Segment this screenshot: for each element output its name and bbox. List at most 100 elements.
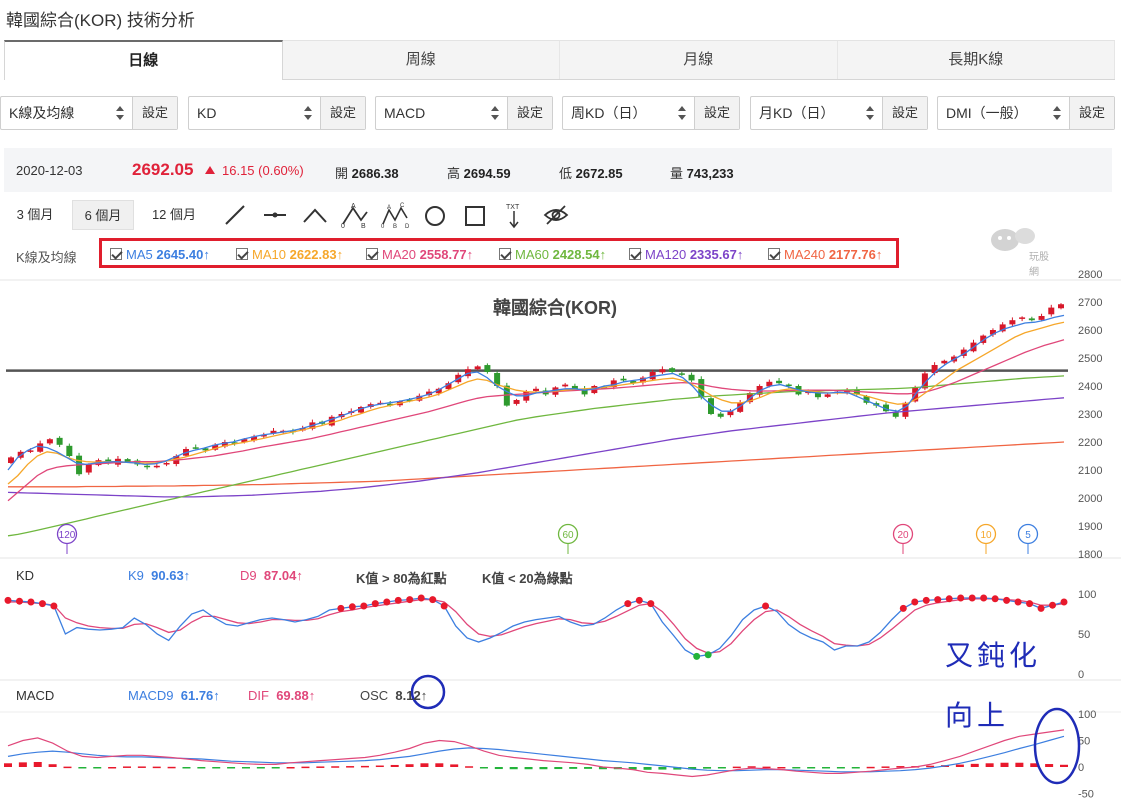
ma-marker-label: 5 <box>1025 530 1031 541</box>
kd-red-dot <box>38 600 46 608</box>
candle-body <box>348 411 355 413</box>
checkbox-icon[interactable] <box>499 248 511 260</box>
svg-text:D: D <box>405 224 410 228</box>
ma-legend-ma120[interactable]: MA120 2335.67↑ <box>629 247 743 262</box>
candle-body <box>212 444 219 450</box>
rectangle-tool-icon[interactable] <box>462 202 488 228</box>
osc-bar <box>911 766 920 768</box>
settings-button[interactable]: 設定 <box>507 97 552 129</box>
osc-bar <box>598 767 607 770</box>
macd-axis-label: 100 <box>1078 709 1096 721</box>
candle-body <box>114 458 121 465</box>
kd-red-dot <box>337 604 345 612</box>
y-tick-label: 2100 <box>1078 465 1102 477</box>
circle-tool-icon[interactable] <box>422 202 448 228</box>
wedge-icon[interactable] <box>302 202 328 228</box>
ma-legend-ma10[interactable]: MA10 2622.83↑ <box>236 247 343 262</box>
svg-text:C: C <box>400 203 405 209</box>
candle-body <box>270 430 277 434</box>
kd-red-dot <box>1037 604 1045 612</box>
checkbox-icon[interactable] <box>629 248 641 260</box>
osc-bar <box>1015 762 1024 767</box>
quote-date: 2020-12-03 <box>16 163 83 178</box>
range-12m[interactable]: 12 個月 <box>151 207 197 222</box>
osc-bar <box>836 767 845 769</box>
checkbox-icon[interactable] <box>366 248 378 260</box>
kd-red-dot <box>934 596 942 604</box>
y-tick-label: 2800 <box>1078 269 1102 281</box>
hide-icon[interactable] <box>542 202 569 228</box>
candle-body <box>474 366 481 370</box>
candle-body <box>328 416 335 426</box>
abcd-pattern-icon[interactable]: A C 0 B D <box>381 202 410 230</box>
checkbox-icon[interactable] <box>236 248 248 260</box>
indicator-dropdown[interactable]: MACD <box>376 97 507 129</box>
indicator-dropdown[interactable]: 周KD（日） <box>563 97 694 129</box>
ma-section-label: K線及均線 <box>16 250 77 265</box>
ma-marker-badge <box>1017 523 1039 545</box>
ma-legend-ma5[interactable]: MA5 2645.40↑ <box>110 247 210 262</box>
osc-bar <box>271 767 280 769</box>
osc-bar <box>688 767 697 770</box>
text-tool-icon[interactable]: TXT <box>501 202 527 229</box>
kd-red-dot <box>15 597 23 605</box>
settings-button[interactable]: 設定 <box>694 97 739 129</box>
tab-weekly[interactable]: 周線 <box>282 40 560 79</box>
tab-daily[interactable]: 日線 <box>4 40 283 80</box>
candle-body <box>221 442 228 447</box>
range-6m[interactable]: 6 個月 <box>72 200 134 230</box>
range-3m[interactable]: 3 個月 <box>16 207 54 222</box>
quote-price: 2692.05 <box>132 160 194 179</box>
candle-body <box>377 402 384 405</box>
logo: 玩股網 <box>985 222 1055 278</box>
settings-button[interactable]: 設定 <box>1069 97 1114 129</box>
osc-bar <box>93 767 102 769</box>
settings-button[interactable]: 設定 <box>320 97 365 129</box>
checkbox-icon[interactable] <box>110 248 122 260</box>
line-tool-icon[interactable] <box>222 202 248 228</box>
ma-legend-ma240[interactable]: MA240 2177.76↑ <box>768 247 882 262</box>
candle-body <box>144 465 151 468</box>
ma-marker-badge <box>557 523 579 545</box>
indicator-dropdown[interactable]: K線及均線 <box>1 97 132 129</box>
osc-bar <box>78 767 87 769</box>
candle-body <box>1009 320 1016 325</box>
settings-button[interactable]: 設定 <box>882 97 927 129</box>
annotation-dull: 又鈍化 <box>945 639 1042 672</box>
candle-body <box>163 463 170 465</box>
annotation-up: 向上 <box>945 699 1010 732</box>
candle-body <box>309 422 316 429</box>
candle-body <box>824 394 831 397</box>
osc-bar <box>613 767 622 770</box>
indicator-dropdown[interactable]: 月KD（日） <box>751 97 882 129</box>
ma-legend-ma20[interactable]: MA20 2558.77↑ <box>366 247 473 262</box>
kd-red-dot <box>635 596 643 604</box>
candle-body <box>192 447 199 449</box>
tab-long-term[interactable]: 長期K線 <box>837 40 1115 79</box>
candle-body <box>659 369 666 373</box>
horizontal-line-icon[interactable] <box>262 202 288 228</box>
candle-body <box>85 464 92 473</box>
settings-button[interactable]: 設定 <box>132 97 177 129</box>
candle-body <box>56 437 63 445</box>
osc-bar <box>747 766 756 768</box>
candle-body <box>795 386 802 395</box>
candle-body <box>231 442 238 444</box>
candle-body <box>387 403 394 406</box>
candle-body <box>1019 317 1026 319</box>
candle-body <box>776 380 783 384</box>
kd-red-dot <box>647 600 655 608</box>
ma-legend-ma60[interactable]: MA60 2428.54↑ <box>499 247 606 262</box>
candle-body <box>941 360 948 364</box>
abc-pattern-icon[interactable]: A 0 B <box>341 202 368 230</box>
kd-red-dot <box>4 596 12 604</box>
indicator-dropdown[interactable]: KD <box>189 97 320 129</box>
indicator-dropdown[interactable]: DMI（一般） <box>938 97 1069 129</box>
macd9-line <box>7 735 1065 773</box>
candle-body <box>951 356 958 362</box>
ma-legend-box: MA5 2645.40↑ MA10 2622.83↑ MA20 2558.77↑ MA… <box>99 238 899 268</box>
tab-monthly[interactable]: 月線 <box>560 40 838 79</box>
osc-bar <box>18 762 27 767</box>
osc-bar <box>717 767 726 769</box>
checkbox-icon[interactable] <box>768 248 780 260</box>
